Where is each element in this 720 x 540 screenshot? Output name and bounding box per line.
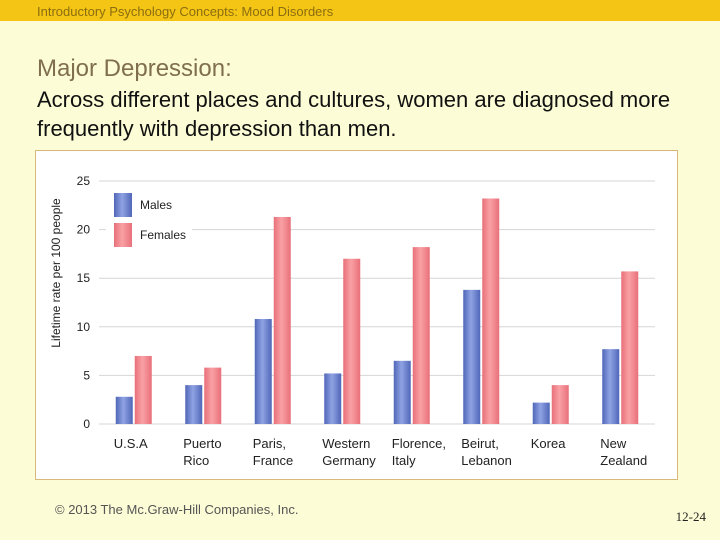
y-tick-label: 20: [77, 223, 91, 237]
bar-males: [602, 349, 620, 424]
bar-males: [115, 396, 133, 424]
bar-females: [273, 216, 291, 424]
bar-females: [204, 367, 222, 424]
y-tick-label: 0: [83, 417, 90, 431]
y-tick-label: 10: [77, 320, 91, 334]
bar-females: [482, 198, 500, 424]
y-tick-label: 15: [77, 271, 91, 285]
slide-number: 12-24: [675, 509, 706, 524]
legend-swatch-females: [114, 223, 132, 247]
x-tick-label: Florence, Italy: [392, 436, 446, 468]
x-tick-label: Western Germany: [322, 436, 376, 468]
bar-females: [621, 271, 639, 424]
x-tick-label: Paris, France: [253, 436, 293, 468]
header-bar: Introductory Psychology Concepts: Mood D…: [0, 0, 720, 21]
slide-title: Major Depression:: [37, 55, 232, 82]
bar-males: [254, 319, 272, 424]
x-tick-label: Korea: [531, 436, 566, 451]
bar-males: [185, 385, 203, 424]
bar-males: [324, 373, 342, 424]
bar-females: [134, 355, 152, 424]
y-axis-label: Lifetime rate per 100 people: [49, 198, 63, 348]
legend-label-females: Females: [140, 228, 186, 242]
bar-females: [412, 247, 430, 424]
slide-subtitle: Across different places and cultures, wo…: [37, 87, 671, 141]
course-title: Introductory Psychology Concepts: Mood D…: [37, 4, 334, 19]
bar-males: [463, 289, 481, 424]
x-tick-label: Beirut, Lebanon: [461, 436, 512, 468]
x-tick-label: U.S.A: [114, 436, 148, 451]
bar-males: [532, 402, 550, 424]
bar-females: [551, 385, 569, 424]
legend-label-males: Males: [140, 198, 172, 212]
chart-frame: 0 5 10 15 20 25 Lifetime rate per 100 people U.…: [35, 150, 678, 480]
legend-swatch-males: [114, 193, 132, 217]
bar-chart: 0 5 10 15 20 25 Lifetime rate per 100 people U.…: [49, 174, 655, 468]
y-tick-label: 5: [83, 368, 90, 382]
bar-females: [343, 258, 361, 424]
copyright-notice: © 2013 The Mc.Graw-Hill Companies, Inc.: [55, 502, 299, 517]
x-tick-label: New Zealand: [600, 436, 647, 468]
y-tick-label: 25: [77, 174, 91, 188]
x-tick-label: Puerto Rico: [183, 436, 221, 468]
bar-males: [393, 360, 411, 424]
